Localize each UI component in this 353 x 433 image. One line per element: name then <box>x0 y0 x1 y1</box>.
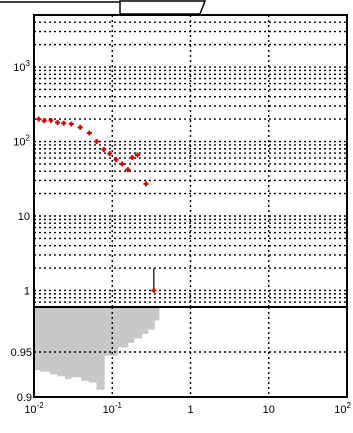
ratio-x-tick-labels: 10-2 10-1 1 10 102 <box>24 401 351 416</box>
data-point-7 <box>86 130 92 136</box>
data-point-3 <box>55 120 61 126</box>
ratio-y-tick-labels: 0.9 0.95 <box>11 347 32 404</box>
main-y-tick-label-2: 102 <box>13 134 30 149</box>
main-y-tick-label-0: 1 <box>24 285 30 297</box>
data-point-16 <box>143 181 149 187</box>
data-point-9 <box>101 147 107 153</box>
data-point-0 <box>36 116 42 122</box>
data-point-8 <box>94 139 100 145</box>
main-plot: 1 10 102 103 <box>13 14 348 308</box>
ratio-x-tick-label-0: 10-2 <box>24 401 44 416</box>
top-decoration <box>0 0 207 15</box>
data-point-1 <box>41 118 47 124</box>
ratio-x-tick-label-2: 1 <box>187 404 193 416</box>
main-y-tick-label-3: 103 <box>13 59 30 74</box>
data-point-14 <box>129 155 135 161</box>
data-point-13 <box>125 167 131 173</box>
ratio-fill-area <box>34 307 160 390</box>
data-point-2 <box>48 117 54 123</box>
data-point-4 <box>61 120 67 126</box>
main-grid <box>33 14 348 308</box>
ratio-x-tick-label-3: 10 <box>263 404 275 416</box>
main-data-points <box>36 116 157 293</box>
data-point-17 <box>151 268 157 293</box>
ratio-plot: 0.9 0.95 10-2 10-1 1 10 102 <box>11 306 352 416</box>
ratio-x-tick-label-1: 10-1 <box>103 401 123 416</box>
top-decoration-tab <box>119 0 207 15</box>
ratio-y-tick-label-0: 0.9 <box>17 392 32 404</box>
ratio-plot-frame <box>33 306 348 398</box>
data-point-6 <box>77 124 83 130</box>
data-point-5 <box>68 121 74 127</box>
ratio-fill-shape <box>34 307 160 390</box>
data-point-12 <box>119 161 125 167</box>
main-y-tick-label-1: 10 <box>18 211 30 223</box>
ratio-y-tick-label-1: 0.95 <box>11 347 32 359</box>
ratio-x-tick-label-4: 102 <box>334 401 351 416</box>
data-point-15 <box>134 152 140 158</box>
data-point-11 <box>113 157 119 163</box>
main-y-tick-labels: 1 10 102 103 <box>13 59 30 297</box>
data-point-10 <box>107 151 113 157</box>
